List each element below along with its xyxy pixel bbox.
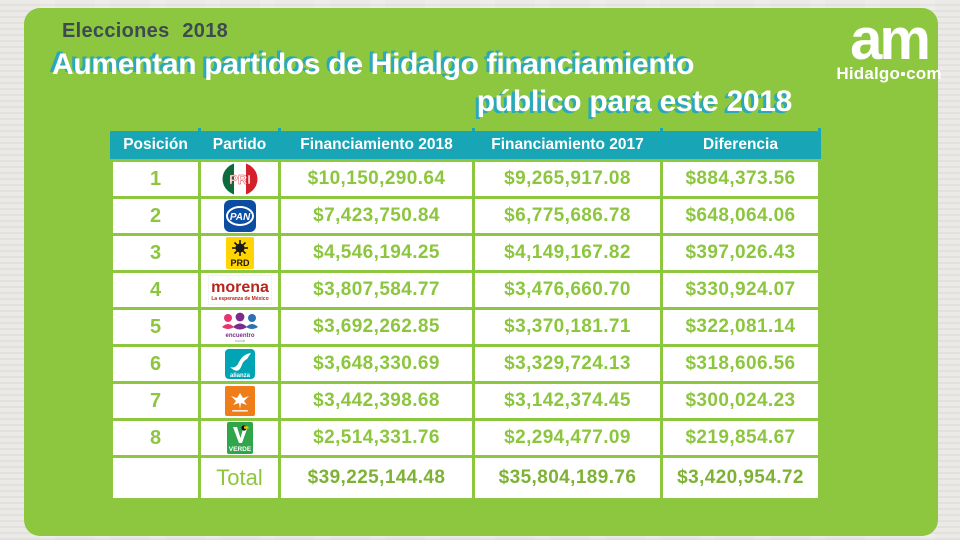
am-hidalgo-logo: am Hidalgo com xyxy=(819,7,959,84)
svg-text:social: social xyxy=(234,338,244,343)
position-value: 8 xyxy=(110,418,201,458)
position-value: 6 xyxy=(110,344,201,384)
financing-2018-value: $3,648,330.69 xyxy=(278,344,475,384)
table-row-movimiento-ciudadano: 7 $3,442,398.68 $3,142,374.45 $300,024.2… xyxy=(110,381,821,421)
position-value: 3 xyxy=(110,233,201,273)
col-header-posicion: Posición xyxy=(110,128,201,162)
financing-2018-value: $3,692,262.85 xyxy=(278,307,475,347)
financing-table: Posición Partido Financiamiento 2018 Fin… xyxy=(110,128,821,501)
am-logo-text: am xyxy=(850,7,931,72)
total-financing-2017: $35,804,189.76 xyxy=(472,455,663,501)
difference-value: $300,024.23 xyxy=(660,381,821,421)
table-row-pri: 1 PRI $10,150,290.64 $9,265,917.08 $884, xyxy=(110,159,821,199)
financing-2018-value: $3,807,584.77 xyxy=(278,270,475,310)
table-row-morena: 4 morena La esperanza de México $3,807,5… xyxy=(110,270,821,310)
svg-text:VERDE: VERDE xyxy=(228,446,251,453)
total-financing-2018: $39,225,144.48 xyxy=(278,455,475,501)
prd-logo-icon: PRD xyxy=(198,233,281,273)
svg-text:PRD: PRD xyxy=(230,258,250,268)
partido-verde-logo-icon: VERDE xyxy=(198,418,281,458)
financing-2018-value: $2,514,331.76 xyxy=(278,418,475,458)
financing-2018-value: $4,546,194.25 xyxy=(278,233,475,273)
col-header-diferencia: Diferencia xyxy=(660,128,821,162)
table-row-partido-verde: 8 VERDE $2,514,331.76 $2,294,477.09 $219… xyxy=(110,418,821,458)
table-header-row: Posición Partido Financiamiento 2018 Fin… xyxy=(110,128,821,162)
financing-2017-value: $2,294,477.09 xyxy=(472,418,663,458)
total-label: Total xyxy=(198,455,281,501)
financing-2018-value: $7,423,750.84 xyxy=(278,196,475,236)
difference-value: $648,064.06 xyxy=(660,196,821,236)
pri-logo-icon: PRI xyxy=(198,159,281,199)
total-difference: $3,420,954.72 xyxy=(660,455,821,501)
svg-text:alianza: alianza xyxy=(229,373,250,379)
headline-line2: público para este 2018 xyxy=(476,85,793,118)
logo-dot xyxy=(901,71,906,76)
movimiento-ciudadano-logo-icon xyxy=(198,381,281,421)
financing-2018-value: $10,150,290.64 xyxy=(278,159,475,199)
table-row-total: Total $39,225,144.48 $35,804,189.76 $3,4… xyxy=(110,455,821,501)
morena-logo-icon: morena La esperanza de México xyxy=(198,270,281,310)
pan-logo-icon: PAN xyxy=(198,196,281,236)
financing-2017-value: $9,265,917.08 xyxy=(472,159,663,199)
position-value: 5 xyxy=(110,307,201,347)
position-value: 4 xyxy=(110,270,201,310)
svg-text:PAN: PAN xyxy=(229,212,250,223)
svg-text:PRI: PRI xyxy=(229,172,251,187)
col-header-financiamiento-2018: Financiamiento 2018 xyxy=(278,128,475,162)
position-value: 7 xyxy=(110,381,201,421)
table-row-prd: 3 PRD $4,546,194.25 xyxy=(110,233,821,273)
total-empty-cell xyxy=(110,455,201,501)
difference-value: $884,373.56 xyxy=(660,159,821,199)
financing-2017-value: $3,142,374.45 xyxy=(472,381,663,421)
position-value: 2 xyxy=(110,196,201,236)
nueva-alianza-logo-icon: alianza xyxy=(198,344,281,384)
difference-value: $318,606.56 xyxy=(660,344,821,384)
col-header-partido: Partido xyxy=(198,128,281,162)
difference-value: $219,854.67 xyxy=(660,418,821,458)
kicker-text: Elecciones 2018 xyxy=(62,20,229,42)
col-header-financiamiento-2017: Financiamiento 2017 xyxy=(472,128,663,162)
difference-value: $322,081.14 xyxy=(660,307,821,347)
encuentro-social-logo-icon: encuentro social xyxy=(198,307,281,347)
financing-2017-value: $3,476,660.70 xyxy=(472,270,663,310)
svg-text:La esperanza de México: La esperanza de México xyxy=(211,296,268,302)
financing-2017-value: $3,329,724.13 xyxy=(472,344,663,384)
position-value: 1 xyxy=(110,159,201,199)
table-row-nueva-alianza: 6 alianza $3,648,330.69 $3,329,724.13 $3… xyxy=(110,344,821,384)
financing-2017-value: $6,775,686.78 xyxy=(472,196,663,236)
headline-line1: Aumentan partidos de Hidalgo financiamie… xyxy=(52,48,695,81)
svg-text:encuentro: encuentro xyxy=(225,333,254,339)
financing-2017-value: $4,149,167.82 xyxy=(472,233,663,273)
difference-value: $397,026.43 xyxy=(660,233,821,273)
financing-2018-value: $3,442,398.68 xyxy=(278,381,475,421)
table-row-pan: 2 PAN $7,423,750.84 $6,775,686.78 $648,0… xyxy=(110,196,821,236)
am-logo-subtext: Hidalgo com xyxy=(836,64,942,83)
table-row-encuentro-social: 5 encuentro social $3,692,262.85 $3,370,… xyxy=(110,307,821,347)
svg-text:morena: morena xyxy=(211,279,269,296)
financing-2017-value: $3,370,181.71 xyxy=(472,307,663,347)
headline: Aumentan partidos de Hidalgo financiamie… xyxy=(52,46,792,120)
difference-value: $330,924.07 xyxy=(660,270,821,310)
